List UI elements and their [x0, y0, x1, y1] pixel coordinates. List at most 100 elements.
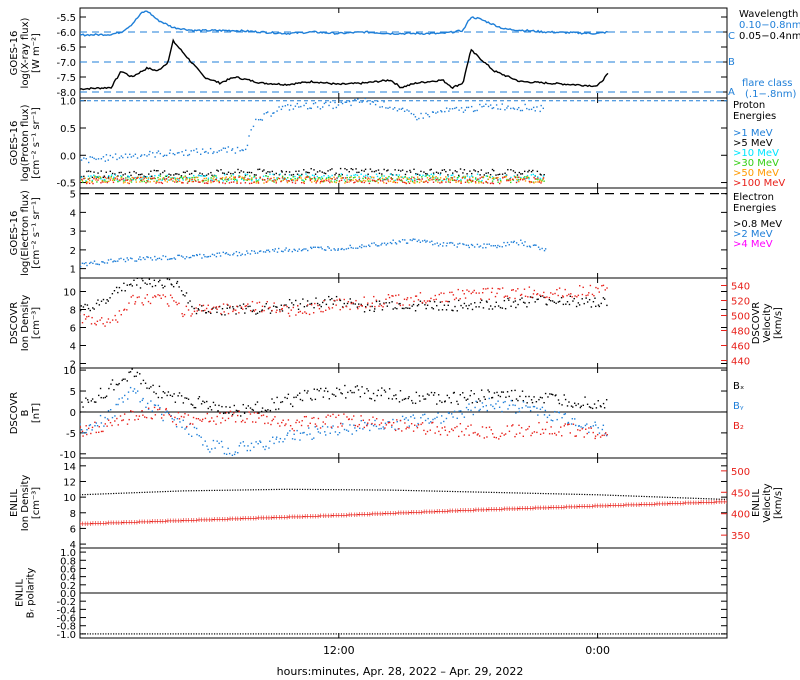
marker-point — [468, 246, 470, 249]
marker-dot — [317, 488, 319, 491]
marker-point — [264, 251, 267, 253]
marker-point — [439, 301, 442, 303]
marker-point — [398, 303, 400, 305]
y-tick-label: 5 — [70, 190, 76, 201]
marker-point — [568, 423, 570, 425]
marker-point — [291, 181, 294, 184]
marker-point — [480, 389, 483, 391]
marker-point — [280, 108, 283, 111]
marker-point — [463, 416, 466, 418]
marker-point — [539, 179, 541, 182]
marker-point — [156, 152, 158, 154]
marker-point — [205, 179, 207, 182]
marker-point — [137, 176, 139, 179]
marker-point — [441, 415, 443, 417]
marker-point — [397, 169, 400, 171]
marker-point — [433, 173, 435, 176]
marker-point — [321, 301, 324, 304]
marker-point — [278, 441, 280, 443]
marker-point — [497, 400, 499, 402]
marker-point — [460, 304, 462, 307]
marker-point — [111, 172, 114, 175]
marker-point — [571, 418, 574, 420]
marker-point — [436, 403, 438, 405]
marker-point — [480, 181, 482, 183]
marker-dot — [377, 489, 379, 491]
marker-point — [303, 416, 306, 418]
marker-point — [524, 180, 527, 182]
marker-point — [441, 111, 443, 113]
marker-point — [227, 253, 229, 256]
marker-point — [210, 409, 213, 411]
marker-point — [218, 306, 220, 308]
marker-point — [432, 172, 435, 174]
marker-point — [259, 441, 262, 443]
series->2 MeV — [80, 238, 547, 268]
marker-point — [467, 244, 470, 247]
marker-point — [191, 305, 193, 308]
marker-point — [251, 178, 253, 180]
marker-point — [193, 426, 196, 429]
marker-point — [156, 257, 159, 260]
marker-point — [408, 182, 411, 185]
marker-point — [528, 180, 531, 183]
series-group-electrons — [80, 238, 547, 268]
marker-point — [275, 311, 277, 314]
marker-point — [509, 179, 512, 182]
marker-point — [529, 406, 531, 408]
marker-point — [289, 430, 291, 432]
marker-point — [362, 177, 364, 180]
marker-dot — [537, 633, 539, 635]
marker-dot — [364, 489, 366, 491]
marker-point — [218, 442, 220, 444]
marker-point — [245, 307, 247, 310]
marker-point — [172, 152, 174, 155]
marker-point — [358, 176, 360, 178]
marker-point — [105, 395, 108, 397]
marker-dot — [384, 633, 386, 635]
marker-point — [398, 108, 400, 110]
marker-point — [511, 399, 514, 402]
y-tick-label: 8 — [70, 509, 76, 520]
marker-point — [259, 310, 261, 313]
marker-dot — [612, 633, 614, 635]
marker-point — [454, 107, 456, 110]
marker-point — [87, 307, 90, 310]
marker-point — [537, 414, 539, 416]
marker-dot — [276, 488, 278, 491]
marker-dot — [669, 496, 671, 499]
marker-point — [288, 315, 291, 317]
marker-point — [564, 398, 567, 401]
marker-point — [512, 424, 514, 426]
marker-point — [487, 172, 489, 174]
marker-point — [191, 176, 193, 179]
marker-point — [91, 156, 94, 159]
marker-point — [164, 255, 167, 258]
marker-dot — [648, 496, 650, 498]
marker-point — [491, 180, 494, 182]
marker-point — [267, 422, 269, 424]
marker-dot — [89, 493, 91, 495]
marker-point — [493, 436, 495, 438]
marker-point — [175, 301, 177, 304]
marker-point — [82, 432, 84, 434]
marker-dot — [413, 490, 415, 492]
marker-point — [588, 298, 591, 301]
marker-point — [451, 179, 454, 182]
marker-point — [112, 261, 114, 263]
marker-point — [281, 175, 284, 178]
marker-point — [448, 242, 451, 244]
marker-point — [544, 409, 547, 412]
marker-point — [218, 181, 221, 184]
marker-point — [129, 371, 132, 373]
marker-point — [425, 175, 427, 177]
marker-dot — [452, 490, 454, 493]
marker-point — [546, 421, 548, 424]
marker-point — [155, 259, 157, 261]
marker-point — [289, 403, 292, 405]
marker-point — [464, 181, 467, 184]
marker-point — [364, 168, 367, 171]
marker-point — [490, 429, 492, 431]
marker-point — [385, 302, 387, 304]
marker-dot — [470, 491, 472, 493]
